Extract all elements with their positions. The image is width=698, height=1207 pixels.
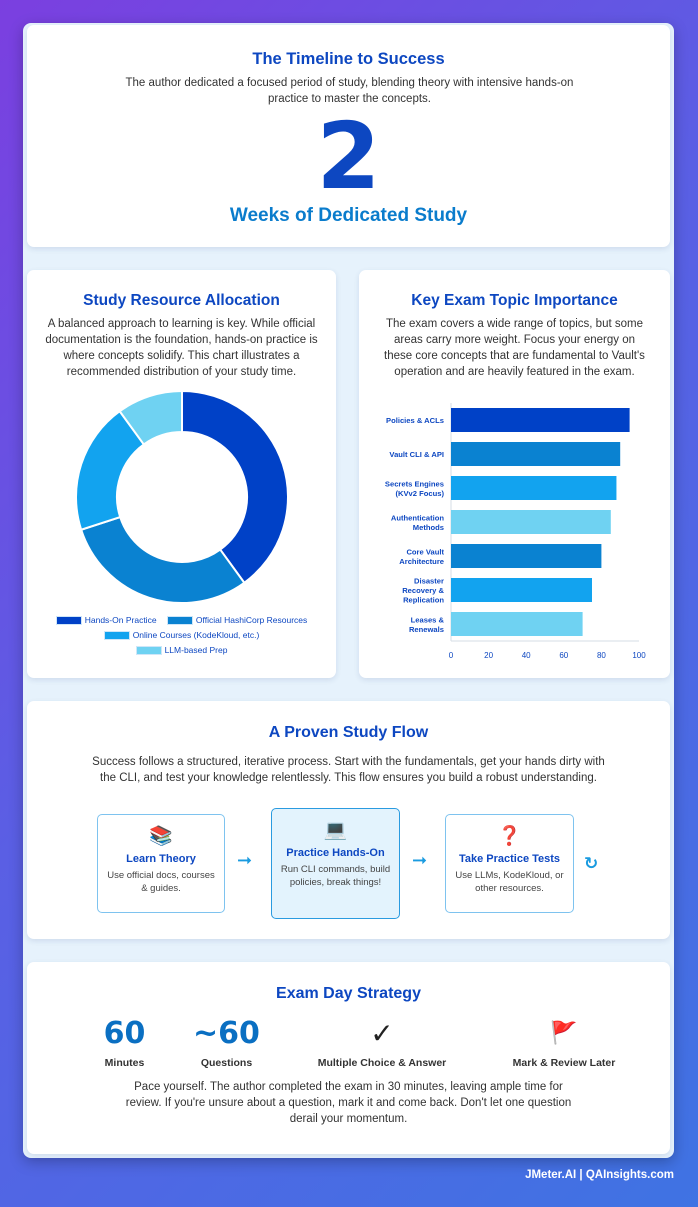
stat-value: ~60 <box>193 1016 260 1051</box>
legend-swatch <box>135 646 162 656</box>
stat-questions: ~60 Questions <box>169 1015 284 1069</box>
bar-category-label: Secrets Engines <box>385 479 444 488</box>
bar-category-label: Architecture <box>399 557 444 566</box>
topic-card: Key Exam Topic Importance The exam cover… <box>359 270 670 678</box>
topic-bar[interactable] <box>451 476 617 500</box>
loop-icon: ↻ <box>584 854 599 873</box>
flow-title: A Proven Study Flow <box>268 724 429 741</box>
x-tick-label: 40 <box>522 651 531 660</box>
step-desc: Run CLI commands, build policies, break … <box>280 864 391 888</box>
bar-category-label: Authentication <box>391 513 445 522</box>
stat-label: Minutes <box>104 1057 145 1069</box>
donut-legend: Hands-On Practice Official HashiCorp Res… <box>27 613 336 658</box>
stat-mark-review: 🚩 Mark & Review Later <box>493 1015 635 1069</box>
legend-swatch <box>103 631 130 641</box>
bar-category-label: Disaster <box>414 577 444 586</box>
books-icon: 📚 <box>149 826 173 847</box>
bar-category-label: Renewals <box>409 625 444 634</box>
step-practice-hands-on[interactable]: 💻 Practice Hands-On Run CLI commands, bu… <box>271 808 400 919</box>
bar-category-label: Core Vault <box>406 547 444 556</box>
stat-multiple-choice: ✓ Multiple Choice & Answer <box>305 1015 459 1069</box>
topic-bar-chart: Policies & ACLs Vault CLI & API Secrets En… <box>385 403 646 660</box>
exam-title: Exam Day Strategy <box>276 985 421 1002</box>
donut-slice[interactable] <box>118 390 183 446</box>
flow-description: Success follows a structured, iterative … <box>92 756 605 784</box>
weeks-caption: Weeks of Dedicated Study <box>229 205 468 226</box>
topic-bar[interactable] <box>451 408 630 432</box>
x-tick-label: 60 <box>559 651 568 660</box>
step-desc: Use official docs, courses & guides. <box>107 870 215 894</box>
bar-category-label: Replication <box>403 596 444 605</box>
timeline-description: The author dedicated a focused period of… <box>125 77 574 105</box>
stat-label: Multiple Choice & Answer <box>317 1057 447 1069</box>
legend-label: LLM-based Prep <box>164 645 228 655</box>
infographic-container: The Timeline to Success The author dedic… <box>23 23 674 1158</box>
bar-category-label: Policies & ACLs <box>386 416 444 425</box>
resource-title: Study Resource Allocation <box>83 292 280 309</box>
bar-category-label: Methods <box>413 523 444 532</box>
stat-label: Mark & Review Later <box>512 1057 616 1069</box>
topic-bar[interactable] <box>451 578 592 602</box>
legend-label: Online Courses (KodeKloud, etc.) <box>132 630 260 640</box>
bar-category-label: Vault CLI & API <box>389 450 444 459</box>
footer-credit[interactable]: JMeter.AI | QAInsights.com <box>525 1169 674 1181</box>
x-tick-label: 100 <box>632 651 646 660</box>
legend-swatch <box>55 616 82 626</box>
x-tick-label: 0 <box>449 651 454 660</box>
weeks-number: 2 <box>316 103 381 210</box>
topic-title: Key Exam Topic Importance <box>411 292 618 309</box>
resource-description: A balanced approach to learning is key. … <box>45 318 318 378</box>
exam-description: Pace yourself. The author completed the … <box>125 1081 572 1125</box>
topic-bar[interactable] <box>451 510 611 534</box>
legend-label: Official HashiCorp Resources <box>195 615 308 625</box>
step-title: Take Practice Tests <box>458 853 561 865</box>
timeline-title: The Timeline to Success <box>252 50 445 68</box>
donut-slice[interactable] <box>181 390 289 585</box>
arrow-right-icon: ➞ <box>237 850 253 870</box>
resource-card: Study Resource Allocation A balanced app… <box>27 270 336 678</box>
legend-swatch <box>166 616 193 626</box>
bar-category-label: (KVv2 Focus) <box>395 489 444 498</box>
flag-icon: 🚩 <box>550 1021 578 1046</box>
topic-description: The exam covers a wide range of topics, … <box>384 318 645 378</box>
legend-item[interactable]: LLM-based Prep <box>135 643 228 658</box>
arrow-right-icon: ➞ <box>412 850 428 870</box>
stat-value: 60 <box>103 1016 146 1051</box>
legend-label: Hands-On Practice <box>84 615 157 625</box>
laptop-icon: 💻 <box>323 820 348 841</box>
legend-item[interactable]: Official HashiCorp Resources <box>166 613 308 628</box>
step-desc: Use LLMs, KodeKloud, or other resources. <box>455 870 564 894</box>
step-take-practice-tests[interactable]: ❓ Take Practice Tests Use LLMs, KodeKlou… <box>445 814 574 913</box>
study-flow-card: A Proven Study Flow Success follows a st… <box>27 701 670 939</box>
donut-slice[interactable] <box>79 515 246 604</box>
check-icon: ✓ <box>370 1017 394 1050</box>
step-learn-theory[interactable]: 📚 Learn Theory Use official docs, course… <box>97 814 225 913</box>
step-title: Practice Hands-On <box>286 847 385 859</box>
step-title: Learn Theory <box>126 853 196 865</box>
donut-chart <box>75 390 289 604</box>
topic-bar[interactable] <box>451 612 583 636</box>
question-mark-icon: ❓ <box>497 826 522 847</box>
stat-minutes: 60 Minutes <box>72 1015 177 1069</box>
timeline-card: The Timeline to Success The author dedic… <box>27 25 670 247</box>
x-tick-label: 20 <box>484 651 493 660</box>
topic-bar[interactable] <box>451 442 621 466</box>
legend-item[interactable]: Hands-On Practice <box>55 613 157 628</box>
stat-label: Questions <box>200 1057 253 1069</box>
bar-category-label: Recovery & <box>402 586 444 595</box>
exam-strategy-card: Exam Day Strategy 60 Minutes ~60 Questio… <box>27 962 670 1154</box>
x-tick-label: 80 <box>597 651 606 660</box>
bar-category-label: Leases & <box>411 615 445 624</box>
legend-item[interactable]: Online Courses (KodeKloud, etc.) <box>103 628 260 643</box>
topic-bar[interactable] <box>451 544 602 568</box>
